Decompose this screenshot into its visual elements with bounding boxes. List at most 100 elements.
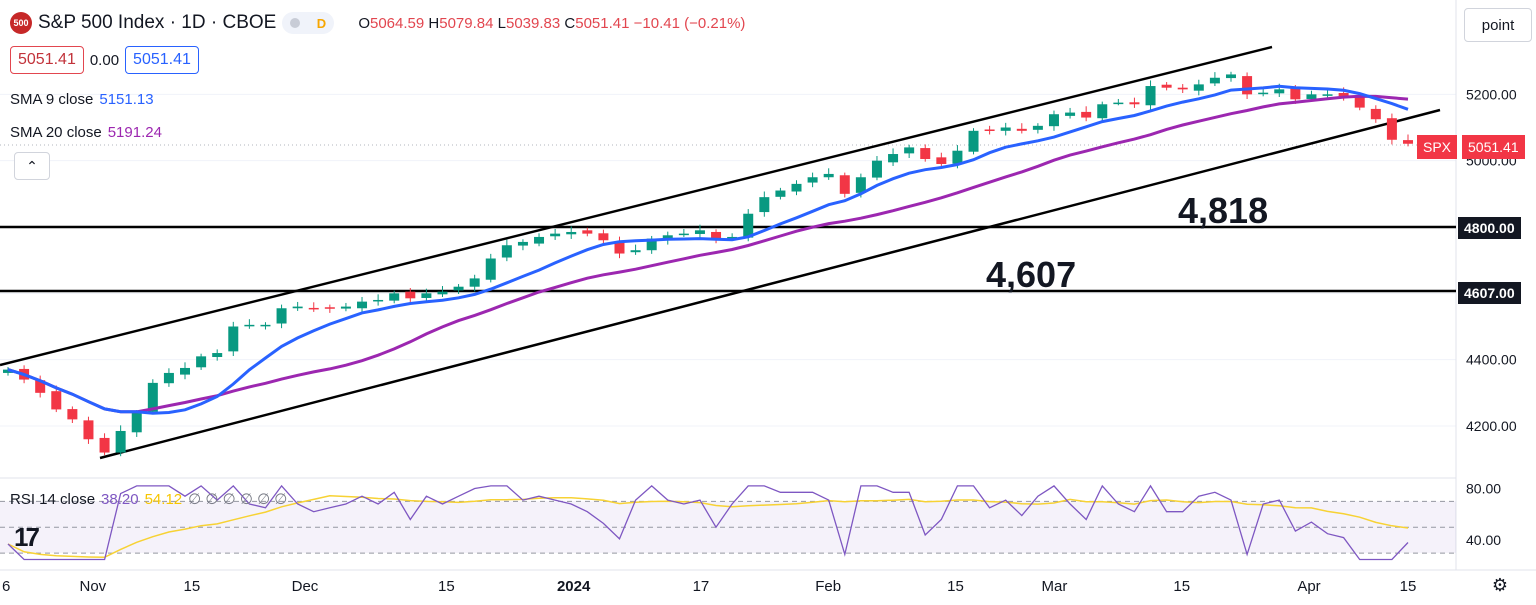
candle-body [1048,114,1059,127]
candle-body [260,324,271,327]
rsi-legend[interactable]: RSI 14 close 38.20 54.12 ∅ ∅ ∅ ∅ ∅ ∅ [10,490,287,509]
candle-body [807,177,818,183]
sma20-line [7,94,1409,414]
candle-body [888,154,899,163]
candle-body [147,382,158,412]
x-tick-label: Feb [815,578,841,595]
tradingview-logo-icon[interactable]: 17 [14,522,40,552]
candle-body [83,420,94,440]
sell-price-button[interactable]: 5051.41 [10,46,84,74]
candle-body [421,293,432,298]
candle-body [1081,111,1092,118]
candle-body [437,291,448,295]
collapse-legend-button[interactable]: ⌃ [14,152,50,180]
candle-body [1177,87,1188,90]
candle-body [389,293,400,301]
candle-body [904,147,915,154]
candle-body [1032,125,1043,130]
candle-body [936,157,947,164]
candle-body [791,183,802,192]
candle-body [1097,104,1108,119]
last-price-tag: 5051.41 [1462,135,1525,159]
candle-body [582,230,593,234]
x-tick-label: Apr [1297,578,1320,595]
channel-upper-line [0,45,1273,367]
channel-lower-line [99,108,1441,460]
candle-body [212,353,223,358]
symbol-header[interactable]: 500 S&P 500 Index · 1D · CBOE D O5064.59… [10,12,745,34]
x-tick-label: Dec [292,578,319,595]
candle-body [1258,92,1269,95]
candle-body [485,258,496,280]
candle-body [1145,86,1156,106]
x-tick-label: 6 [2,578,10,595]
candle-body [517,241,528,246]
candle-body [1403,140,1413,144]
rsi-value: 38.20 [101,490,139,508]
x-tick-label: 15 [438,578,455,595]
y-tick-label: 4200.00 [1466,418,1517,434]
candle-body [1306,94,1317,99]
candle-body [1016,128,1027,131]
candle-body [357,301,368,309]
candle-body [115,430,126,453]
candle-body [501,245,512,258]
candle-body [292,306,303,309]
x-tick-label: 15 [1173,578,1190,595]
buy-price-button[interactable]: 5051.41 [125,46,199,74]
sma9-value: 5151.13 [99,91,154,108]
candle-body [1065,112,1076,116]
candle-body [1000,127,1011,131]
candle-body [67,409,78,420]
y-tick-label: 5200.00 [1466,86,1517,102]
candle-body [1129,102,1140,105]
candle-body [839,175,850,194]
candle-body [759,197,770,213]
candle-body [228,326,239,352]
candle-body [308,307,319,310]
candle-body [453,286,464,291]
candle-body [694,230,705,234]
candle-body [534,236,545,244]
candle-body [678,233,689,236]
candle-body [163,372,174,384]
level-tag-4607: 4607.00 [1458,282,1521,304]
candle-body [743,213,754,238]
candle-body [469,278,480,287]
candle-body [614,241,625,254]
candle-body [920,148,931,160]
candle-body [823,173,834,178]
scale-mode-button[interactable]: point [1464,8,1532,42]
spread-value: 0.00 [89,51,120,69]
rsi-ma-value: 54.12 [144,490,183,508]
candle-body [1386,118,1397,140]
x-tick-label: 17 [693,578,710,595]
sma20-legend[interactable]: SMA 20 close 5191.24 [10,124,162,141]
symbol-title[interactable]: S&P 500 Index · 1D · CBOE [38,12,277,33]
candle-body [51,391,62,410]
gear-icon[interactable]: ⚙ [1491,575,1508,595]
candle-body [340,306,351,309]
rsi-ma-line [7,495,1409,559]
sma9-legend[interactable]: SMA 9 close 5151.13 [10,91,154,108]
candle-body [646,238,657,251]
status-dot-icon [290,18,301,28]
chevron-up-icon: ⌃ [26,157,38,174]
y-tick-label: 4400.00 [1466,352,1517,368]
level-tag-4800: 4800.00 [1458,217,1521,239]
candle-body [1193,84,1204,91]
candle-body [276,308,287,324]
interval-pill[interactable]: D [282,12,335,34]
sma9-label: SMA 9 close [10,91,94,108]
candle-body [131,412,142,433]
x-tick-label: 15 [183,578,200,595]
candle-body [984,129,995,131]
x-tick-label: 15 [1400,578,1417,595]
x-tick-label: 15 [947,578,964,595]
candle-body [373,299,384,302]
candle-body [952,150,963,164]
candle-body [196,356,207,368]
candle-body [630,250,641,253]
candle-body [324,307,335,309]
